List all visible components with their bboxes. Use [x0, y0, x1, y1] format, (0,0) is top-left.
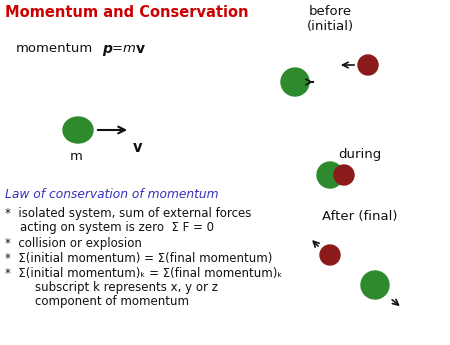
Text: *  isolated system, sum of external forces: * isolated system, sum of external force… — [5, 207, 252, 220]
Text: After (final): After (final) — [322, 210, 398, 223]
Text: *  Σ(initial momentum) = Σ(final momentum): * Σ(initial momentum) = Σ(final momentum… — [5, 252, 272, 265]
Circle shape — [281, 68, 309, 96]
Text: before
(initial): before (initial) — [306, 5, 354, 33]
Text: p: p — [102, 42, 112, 56]
Text: m: m — [123, 42, 136, 55]
Text: during: during — [338, 148, 382, 161]
Text: v: v — [133, 140, 143, 155]
Circle shape — [334, 165, 354, 185]
Text: Law of conservation of momentum: Law of conservation of momentum — [5, 188, 219, 201]
Circle shape — [358, 55, 378, 75]
Circle shape — [317, 162, 343, 188]
Text: subscript k represents x, y or z: subscript k represents x, y or z — [5, 281, 218, 294]
Text: *  collision or explosion: * collision or explosion — [5, 237, 142, 250]
Text: momentum: momentum — [16, 42, 93, 55]
Circle shape — [320, 245, 340, 265]
Text: *  Σ(initial momentum)ₖ = Σ(final momentum)ₖ: * Σ(initial momentum)ₖ = Σ(final momentu… — [5, 267, 283, 280]
Text: Momentum and Conservation: Momentum and Conservation — [5, 5, 248, 20]
Text: component of momentum: component of momentum — [5, 295, 189, 308]
Text: m: m — [70, 150, 82, 163]
Text: v: v — [136, 42, 145, 56]
Text: =: = — [112, 42, 123, 55]
Circle shape — [361, 271, 389, 299]
Ellipse shape — [63, 117, 93, 143]
Text: acting on system is zero  Σ F = 0: acting on system is zero Σ F = 0 — [5, 221, 214, 234]
